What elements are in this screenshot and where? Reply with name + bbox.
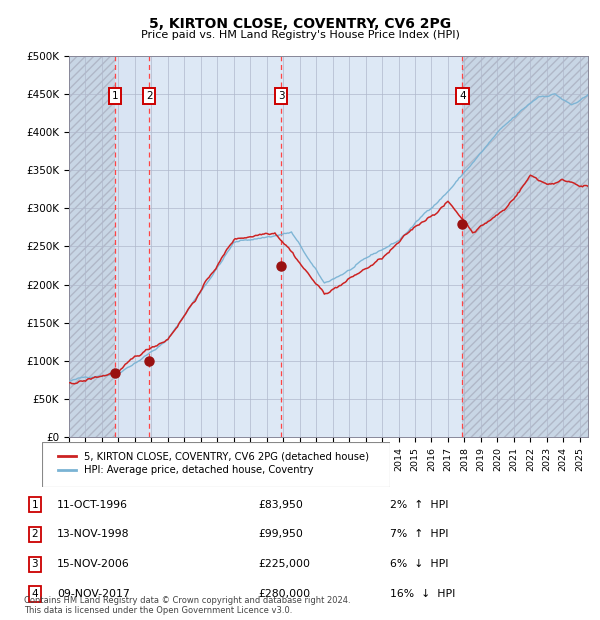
Legend: 5, KIRTON CLOSE, COVENTRY, CV6 2PG (detached house), HPI: Average price, detache: 5, KIRTON CLOSE, COVENTRY, CV6 2PG (deta…	[54, 448, 373, 479]
Text: 6%  ↓  HPI: 6% ↓ HPI	[390, 559, 449, 569]
Bar	[69, 56, 115, 437]
Text: 11-OCT-1996: 11-OCT-1996	[57, 500, 128, 510]
Text: 09-NOV-2017: 09-NOV-2017	[57, 589, 130, 599]
Text: £225,000: £225,000	[258, 559, 310, 569]
Bar	[462, 56, 588, 437]
Bar	[462, 56, 588, 437]
Text: 16%  ↓  HPI: 16% ↓ HPI	[390, 589, 455, 599]
Text: £99,950: £99,950	[258, 529, 303, 539]
Bar	[115, 56, 149, 437]
Text: 3: 3	[31, 559, 38, 569]
Text: £280,000: £280,000	[258, 589, 310, 599]
Text: 2: 2	[31, 529, 38, 539]
Text: 2: 2	[146, 91, 152, 101]
Text: 1: 1	[112, 91, 118, 101]
Text: Price paid vs. HM Land Registry's House Price Index (HPI): Price paid vs. HM Land Registry's House …	[140, 30, 460, 40]
Text: 5, KIRTON CLOSE, COVENTRY, CV6 2PG: 5, KIRTON CLOSE, COVENTRY, CV6 2PG	[149, 17, 451, 32]
Text: 7%  ↑  HPI: 7% ↑ HPI	[390, 529, 449, 539]
Text: 1: 1	[31, 500, 38, 510]
Text: 4: 4	[459, 91, 466, 101]
Text: 4: 4	[31, 589, 38, 599]
FancyBboxPatch shape	[42, 442, 390, 487]
Text: 13-NOV-1998: 13-NOV-1998	[57, 529, 130, 539]
Text: 3: 3	[278, 91, 284, 101]
Text: £83,950: £83,950	[258, 500, 303, 510]
Text: 15-NOV-2006: 15-NOV-2006	[57, 559, 130, 569]
Text: 2%  ↑  HPI: 2% ↑ HPI	[390, 500, 449, 510]
Bar	[69, 56, 115, 437]
Text: Contains HM Land Registry data © Crown copyright and database right 2024.
This d: Contains HM Land Registry data © Crown c…	[24, 596, 350, 615]
